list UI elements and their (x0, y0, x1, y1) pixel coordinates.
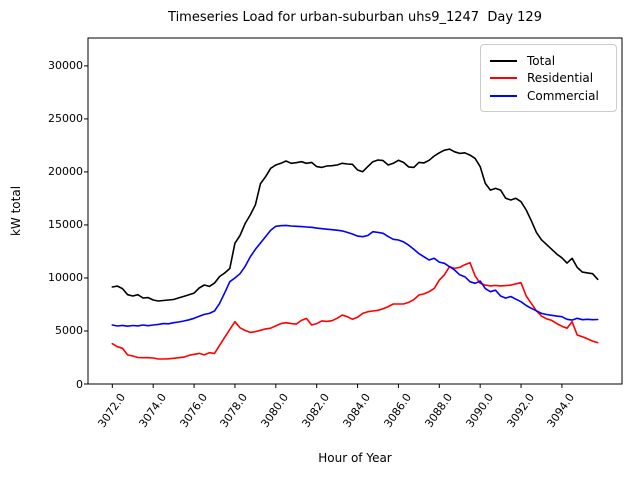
y-tick-label: 5000 (55, 324, 83, 338)
axes-frame (87, 37, 623, 385)
y-tick-label: 20000 (48, 165, 83, 179)
x-axis-label: Hour of Year (318, 451, 392, 465)
legend-label: Residential (527, 71, 594, 85)
y-tick-label: 10000 (48, 271, 83, 285)
chart-title: Timeseries Load for urban-suburban uhs9_… (168, 10, 542, 25)
y-tick-label: 0 (76, 377, 83, 391)
legend-line-sample (490, 59, 517, 62)
legend-item: Total (490, 52, 607, 69)
legend-line-sample (490, 94, 517, 97)
series-line-residential (111, 261, 599, 360)
y-tick-label: 25000 (48, 112, 83, 126)
legend-item: Commercial (490, 87, 607, 104)
legend: Total Residential Commercial (480, 44, 617, 112)
y-axis-label: kW total (9, 185, 23, 237)
series-line-total (111, 148, 599, 302)
legend-label: Total (527, 53, 556, 68)
legend-label: Commercial (527, 88, 599, 103)
series-line-commercial (111, 224, 599, 328)
y-tick-label: 30000 (48, 59, 83, 73)
legend-item: Residential (490, 70, 607, 87)
legend-line-sample (490, 77, 517, 79)
y-tick-label: 15000 (48, 218, 83, 232)
